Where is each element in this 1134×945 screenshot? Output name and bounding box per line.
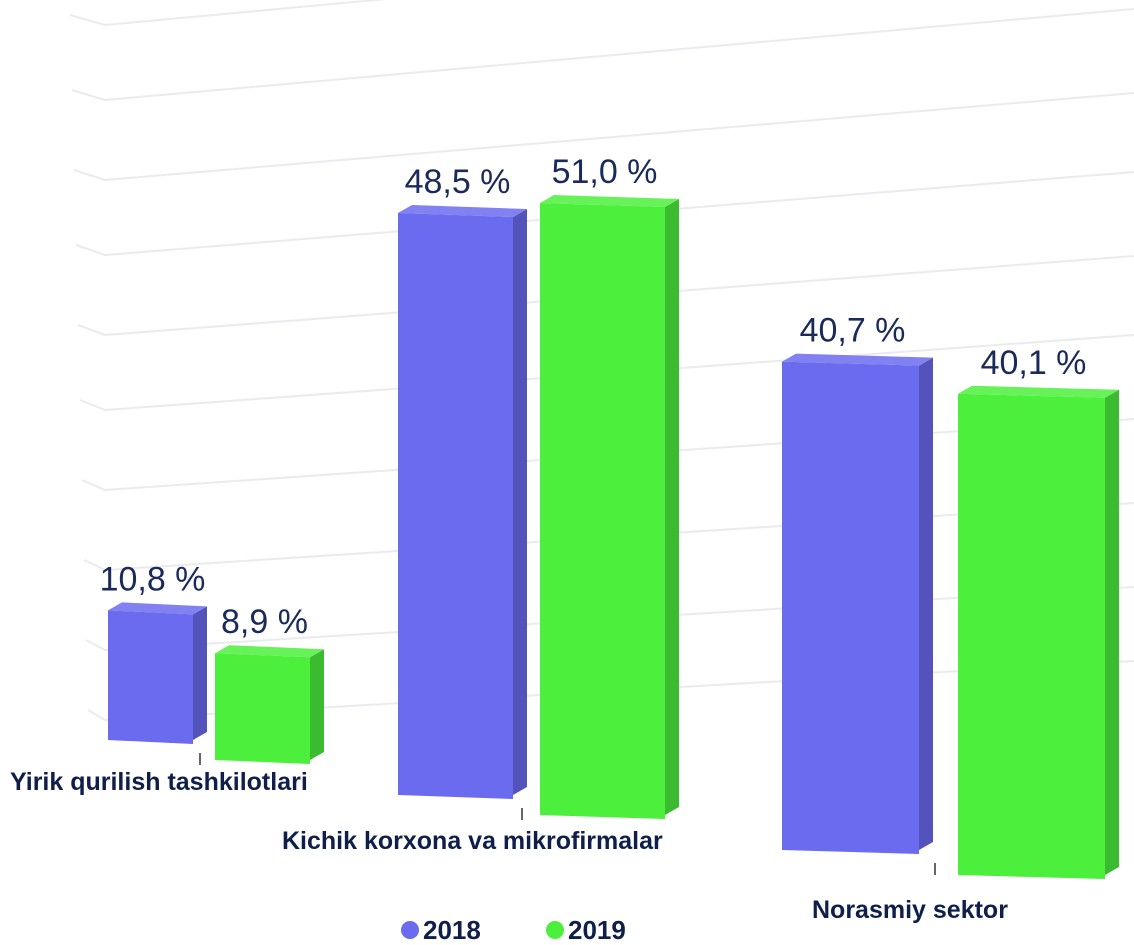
bar-side xyxy=(1105,389,1119,875)
labels: 10,8 % 8,9 % Yirik qurilish tashkilotlari 4… xyxy=(10,153,1086,924)
gridline xyxy=(71,8,1134,102)
category-label: Norasmiy sektor xyxy=(812,896,1008,924)
bar-2019-1 xyxy=(540,195,679,819)
bar-front xyxy=(398,213,513,799)
bar-side xyxy=(193,606,207,740)
bar-2018-0 xyxy=(108,602,207,744)
bar-2018-1 xyxy=(398,205,527,799)
legend-swatch xyxy=(401,921,419,939)
gridline xyxy=(73,92,1134,182)
bar-front xyxy=(782,361,919,854)
data-label: 40,7 % xyxy=(800,312,906,350)
data-label: 51,0 % xyxy=(552,153,658,191)
bar-front xyxy=(215,653,310,764)
legend-label: 2018 xyxy=(423,915,481,945)
bar-front xyxy=(958,393,1105,879)
legend: 2018 2019 xyxy=(401,915,626,945)
legend-item-2018: 2018 xyxy=(401,915,481,945)
bar-top xyxy=(215,645,324,658)
bar-top xyxy=(540,195,679,207)
bar-top xyxy=(958,385,1119,398)
data-label: 40,1 % xyxy=(981,344,1087,382)
bar-top xyxy=(782,353,933,366)
legend-swatch xyxy=(546,921,564,939)
bar-2019-0 xyxy=(215,645,324,764)
bar-side xyxy=(310,649,324,760)
bar-side xyxy=(665,199,679,815)
legend-item-2019: 2019 xyxy=(546,915,626,945)
bar-2018-2 xyxy=(782,353,933,854)
gridline xyxy=(75,171,1134,257)
bar-front xyxy=(540,203,665,819)
category-label: Kichik korxona va mikrofirmalar xyxy=(282,827,663,855)
data-label: 10,8 % xyxy=(100,560,206,598)
bar-top xyxy=(108,602,207,615)
legend-label: 2019 xyxy=(568,915,626,945)
data-label: 48,5 % xyxy=(405,163,511,201)
bar-top xyxy=(398,205,527,217)
data-label: 8,9 % xyxy=(221,603,308,641)
gridline xyxy=(69,0,387,27)
bars xyxy=(108,195,1119,879)
bar-side xyxy=(513,209,527,795)
bar-front xyxy=(108,610,193,744)
bar-side xyxy=(919,357,933,850)
gridline xyxy=(77,255,1134,337)
category-label: Yirik qurilish tashkilotlari xyxy=(10,768,308,796)
bar-2019-2 xyxy=(958,385,1119,879)
